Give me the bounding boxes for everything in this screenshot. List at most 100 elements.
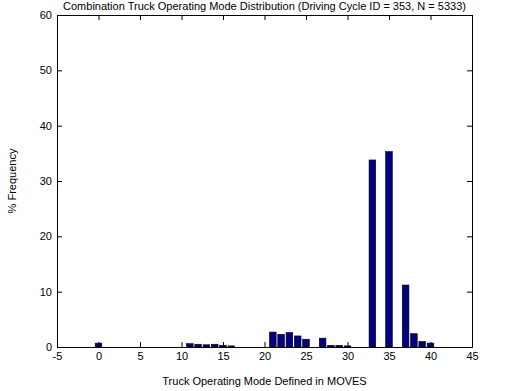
tick [467,347,472,348]
bar [411,334,418,347]
bar [269,332,276,347]
bar [386,152,393,347]
tick-mark [182,15,183,20]
tick-mark [57,292,62,293]
tick [348,15,349,20]
tick-mark [467,236,472,237]
tick-mark [389,15,390,20]
tick-mark [57,181,62,182]
tick-label: 0 [96,350,102,362]
tick-label: 40 [40,120,52,132]
chart: -50510152025303540450102030405060Combina… [0,0,528,391]
tick-mark [467,126,472,127]
tick-mark [99,15,100,20]
tick-label: 20 [40,230,52,242]
bar [294,336,301,347]
tick-label: 10 [40,286,52,298]
tick-label: 10 [176,350,188,362]
tick: 15 [217,342,229,362]
tick-label: 35 [383,350,395,362]
bar [419,341,426,347]
tick [140,15,141,20]
tick [99,15,100,20]
tick-label: 45 [466,350,478,362]
tick [306,15,307,20]
tick: 40 [40,120,62,132]
tick-mark [265,342,266,347]
tick-mark [467,70,472,71]
tick-mark [348,15,349,20]
tick: 0 [46,341,62,353]
tick-label: 20 [259,350,271,362]
tick-mark [140,15,141,20]
tick-mark [348,342,349,347]
bar [211,344,218,347]
tick: 30 [342,342,354,362]
tick-mark [467,347,472,348]
tick-label: 25 [300,350,312,362]
bar [319,338,326,347]
tick [467,15,472,16]
tick-label: 60 [40,9,52,21]
bars [95,152,434,347]
tick-mark [223,15,224,20]
tick-mark [140,342,141,347]
tick: 10 [40,286,62,298]
tick-mark [182,342,183,347]
axis-line [58,347,473,348]
axis [467,16,473,348]
bar [186,344,193,347]
bar [336,345,343,347]
tick-mark [57,236,62,237]
y-axis-title: % Frequency [6,148,18,213]
tick: 50 [40,64,62,76]
tick-mark [57,70,62,71]
bar [228,346,235,347]
tick-label: 50 [40,64,52,76]
tick: 30 [40,175,62,187]
tick [467,236,472,237]
bar [303,339,310,347]
tick-mark [223,342,224,347]
tick: 60 [40,9,62,21]
tick-mark [467,15,472,16]
tick-label: 0 [46,341,52,353]
bar [195,344,202,347]
axis-line [472,16,473,348]
bar [286,333,293,347]
tick-mark [57,15,62,16]
bar [203,345,210,347]
tick-mark [57,347,62,348]
title: Combination Truck Operating Mode Distrib… [63,0,466,12]
tick: 20 [40,230,62,242]
tick [467,181,472,182]
axis [58,15,473,20]
axis: -5051015202530354045 [53,342,479,362]
tick-mark [389,342,390,347]
plot: -50510152025303540450102030405060 [40,9,479,362]
bar [402,285,409,347]
tick-label: 30 [40,175,52,187]
tick-mark [467,181,472,182]
tick [467,70,472,71]
tick [467,292,472,293]
tick-label: 5 [137,350,143,362]
tick [431,15,432,20]
bar [328,345,335,347]
tick [389,15,390,20]
tick [467,126,472,127]
bar [278,334,285,347]
tick-mark [431,15,432,20]
tick-mark [306,15,307,20]
tick: 10 [176,342,188,362]
tick-label: 15 [217,350,229,362]
tick: 0 [96,342,102,362]
tick-mark [467,292,472,293]
tick-mark [306,342,307,347]
tick: 25 [300,342,312,362]
plot-background [57,15,472,347]
tick [223,15,224,20]
tick-label: -5 [53,350,63,362]
tick: 20 [259,342,271,362]
tick [182,15,183,20]
